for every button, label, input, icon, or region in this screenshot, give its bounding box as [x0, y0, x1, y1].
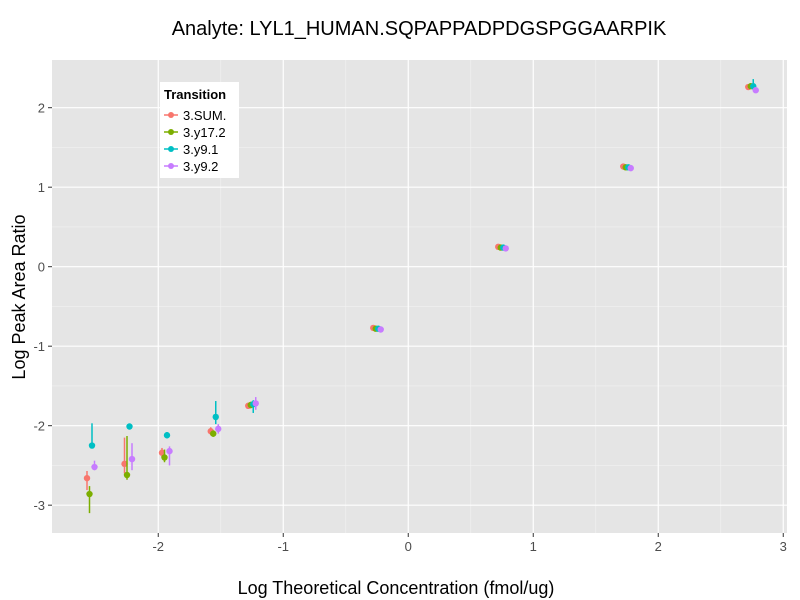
- major-gridlines: [52, 60, 787, 533]
- data-point: [210, 430, 217, 437]
- x-axis-ticks: -2 -1 0 1 2 3: [152, 533, 787, 554]
- data-point: [163, 432, 171, 439]
- x-tick-label: 0: [405, 539, 412, 554]
- data-point: [215, 425, 222, 433]
- data-point: [158, 449, 166, 456]
- data-point: [121, 460, 128, 468]
- chart-title: Analyte: LYL1_HUMAN.SQPAPPADPDGSPGGAARPI…: [172, 18, 667, 40]
- legend-label: 3.SUM.: [183, 108, 226, 123]
- data-point: [126, 423, 133, 430]
- data-point: [123, 471, 131, 479]
- data-point: [91, 463, 98, 471]
- minor-gridlines: [52, 60, 787, 533]
- y-tick-label: 0: [38, 260, 45, 275]
- data-point: [252, 400, 259, 407]
- legend-title: Transition: [164, 87, 226, 102]
- y-axis-title: Log Peak Area Ratio: [9, 214, 29, 379]
- data-point: [88, 442, 96, 449]
- y-tick-label: -1: [33, 339, 45, 354]
- y-tick-label: -2: [33, 419, 45, 434]
- data-point: [212, 413, 219, 421]
- data-point: [86, 490, 93, 498]
- y-tick-label: -3: [33, 498, 45, 513]
- data-point: [627, 164, 634, 172]
- legend-key-point: [168, 146, 174, 152]
- legend-item: 3.y17.2: [164, 125, 226, 140]
- legend-key-point: [168, 163, 174, 169]
- data-point: [83, 474, 91, 482]
- legend-label: 3.y9.2: [183, 159, 218, 174]
- x-tick-label: 2: [655, 539, 662, 554]
- legend-item: 3.y9.2: [164, 159, 218, 174]
- data-point: [377, 326, 384, 333]
- data-point: [502, 245, 509, 252]
- x-tick-label: -1: [277, 539, 289, 554]
- x-tick-label: -2: [152, 539, 164, 554]
- y-tick-label: 1: [38, 180, 45, 195]
- legend-key-point: [168, 129, 174, 135]
- y-axis-ticks: -3 -2 -1 0 1 2: [33, 101, 52, 513]
- data-marks: [83, 79, 759, 514]
- legend: Transition 3.SUM. 3.y17.2 3.y9.1 3.y9.2: [160, 82, 239, 178]
- legend-items: 3.SUM. 3.y17.2 3.y9.1 3.y9.2: [164, 108, 226, 174]
- data-point: [752, 87, 759, 94]
- legend-item: 3.SUM.: [164, 108, 226, 123]
- x-tick-label: 3: [780, 539, 787, 554]
- data-point: [161, 454, 168, 461]
- data-point: [128, 455, 136, 463]
- series-3-y9-2: [91, 87, 759, 471]
- x-axis-title: Log Theoretical Concentration (fmol/ug): [238, 578, 555, 598]
- y-tick-label: 2: [38, 101, 45, 116]
- legend-label: 3.y17.2: [183, 125, 226, 140]
- legend-label: 3.y9.1: [183, 142, 218, 157]
- data-point: [166, 447, 173, 455]
- legend-item: 3.y9.1: [164, 142, 218, 157]
- x-tick-label: 1: [530, 539, 537, 554]
- legend-key-point: [168, 112, 174, 118]
